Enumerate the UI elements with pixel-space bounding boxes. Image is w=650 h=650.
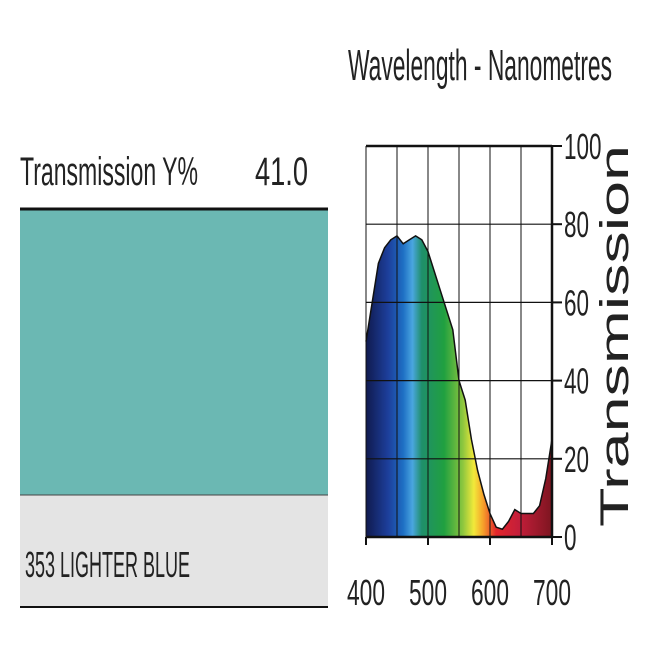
x-tick-label: 400: [347, 572, 385, 613]
transmission-value: 41.0: [255, 150, 308, 194]
chart-title: Wavelength - Nanometres: [348, 41, 612, 90]
y-tick-label: 100: [564, 126, 602, 167]
x-tick-label: 500: [409, 572, 447, 613]
x-tick-label: 600: [471, 572, 509, 613]
y-tick-label: 60: [564, 282, 589, 323]
filter-name: 353 LIGHTER BLUE: [25, 544, 190, 585]
name-box: [20, 495, 328, 607]
plot: 0 20 40 60 80 100 400 500 600 700: [347, 126, 602, 613]
y-axis-label: Transmission: [593, 145, 637, 527]
transmission-label: Transmission Y%: [20, 150, 198, 194]
y-tick-label: 40: [564, 361, 589, 402]
y-tick-label: 0: [564, 517, 577, 558]
y-tick-label: 80: [564, 204, 589, 245]
y-tick-label: 20: [564, 439, 589, 480]
x-tick-label: 700: [533, 572, 571, 613]
color-swatch: [20, 208, 328, 495]
